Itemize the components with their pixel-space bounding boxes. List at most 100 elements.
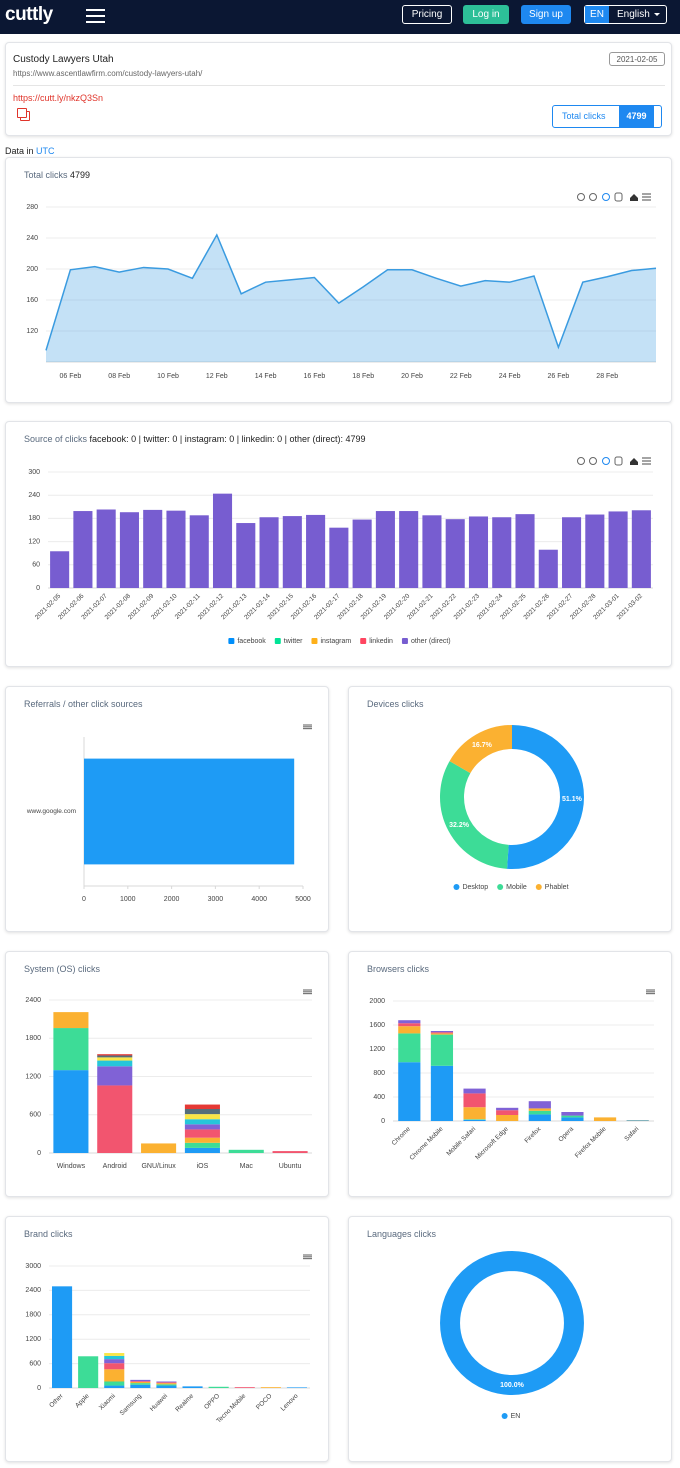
short-url[interactable]: https://cutt.ly/nkzQ3Sn: [13, 93, 104, 103]
y-tick-label: 2400: [25, 1287, 41, 1294]
logo[interactable]: cuttly: [5, 4, 53, 25]
y-tick-label: 60: [32, 562, 40, 569]
bar-segment: [496, 1115, 519, 1121]
x-tick-label: Samsung: [119, 1392, 144, 1417]
line: [45, 233, 657, 351]
y-tick-label: 240: [28, 492, 40, 499]
x-tick-label: 26 Feb: [548, 373, 570, 380]
legend-label: Phablet: [545, 884, 569, 891]
bar-segment: [398, 1026, 421, 1034]
bar-segment: [228, 1149, 264, 1153]
y-tick-label: 120: [26, 328, 38, 335]
navbar: cuttly Pricing Log in Sign up EN English: [0, 0, 680, 34]
copy-icon[interactable]: [17, 108, 27, 118]
chart-card: Source of clicks facebook: 0 | twitter: …: [5, 421, 672, 667]
y-tick-label: 240: [26, 235, 38, 242]
chart-title: Source of clicks facebook: 0 | twitter: …: [24, 434, 366, 444]
legend: Desktop Mobile Phablet: [453, 884, 569, 891]
bar-segment: [97, 1066, 133, 1086]
x-tick-label: 06 Feb: [60, 373, 82, 380]
bar-segment: [97, 1060, 133, 1067]
bar-segment: [184, 1137, 220, 1143]
chart-card: Devices clicks 51.1% 32.2% 16.7% Desktop Mobi…: [348, 686, 672, 932]
language: English: [617, 9, 650, 20]
menu-icon[interactable]: [86, 15, 105, 17]
bar-segment: [184, 1109, 220, 1115]
signup-button[interactable]: Sign up: [521, 5, 571, 24]
toolbar-icon: [630, 458, 638, 465]
y-tick-label: 160: [26, 297, 38, 304]
bar-segment: [398, 1033, 421, 1063]
x-tick-label: 20 Feb: [401, 373, 423, 380]
bar-segment: [184, 1124, 220, 1130]
y-tick-label: 1200: [25, 1336, 41, 1343]
bar-segment: [631, 510, 651, 588]
bar-segment: [104, 1359, 125, 1364]
menu-icon[interactable]: [86, 21, 105, 23]
toolbar-icon: [577, 457, 585, 465]
bar-segment: [398, 1020, 421, 1024]
bar: [84, 758, 295, 865]
chart: Browsers clicks 0 400 800 1200 1600 2000 Chrome…: [367, 964, 655, 1162]
language-select[interactable]: EN English: [584, 5, 667, 24]
legend-marker: [360, 638, 367, 644]
x-tick-label: 10 Feb: [157, 373, 179, 380]
bar-segment: [528, 1114, 551, 1121]
pricing-button[interactable]: Pricing: [402, 5, 452, 24]
total-value: 4799: [619, 106, 654, 127]
bar-segment: [184, 1129, 220, 1138]
y-tick-label: 120: [28, 538, 40, 545]
x-tick-label: 08 Feb: [108, 373, 130, 380]
bar-segment: [52, 1286, 73, 1388]
bar-segment: [528, 1101, 551, 1109]
bar-segment: [104, 1355, 125, 1360]
bar-segment: [97, 1085, 133, 1153]
bar-segment: [561, 1115, 584, 1118]
y-tick-label: 600: [29, 1360, 41, 1367]
donut-segment: [440, 1251, 584, 1396]
x-tick-label: 3000: [208, 896, 224, 903]
x-tick-label: 2000: [164, 896, 180, 903]
legend-marker: [535, 884, 542, 890]
login-button[interactable]: Log in: [463, 5, 509, 24]
y-tick-label: 200: [26, 266, 38, 273]
bar-segment: [398, 1023, 421, 1027]
bar-segment: [104, 1385, 125, 1388]
chart-card: System (OS) clicks 0 600 1200 1800 2400 Window…: [5, 951, 329, 1197]
bar-segment: [593, 1117, 617, 1121]
title-text: Source of clicks: [24, 434, 88, 444]
bar-segment: [184, 1142, 220, 1148]
bar-segment: [130, 1381, 151, 1382]
total-label: Total clicks: [562, 111, 606, 121]
donut-segment: [440, 761, 510, 869]
bar-segment: [156, 1382, 177, 1384]
legend-label: facebook: [237, 638, 266, 645]
bar-segment: [104, 1363, 125, 1370]
x-tick-label: Firefox Mobile: [574, 1125, 608, 1159]
bar-segment: [626, 1120, 649, 1121]
bar-segment: [463, 1119, 486, 1121]
data-in: Data in UTC: [5, 146, 55, 156]
title-text: Referrals / other click sources: [24, 699, 143, 709]
bar-segment: [352, 519, 372, 588]
x-tick-label: Xiaomi: [98, 1393, 117, 1412]
chart: Brand clicks 0 600 1200 1800 2400 3000 Other App…: [24, 1229, 312, 1425]
bar-segment: [538, 549, 558, 588]
bar-segment: [463, 1093, 486, 1108]
y-tick-label: 400: [373, 1094, 385, 1101]
bar-segment: [528, 1108, 551, 1111]
data-label: 32.2%: [449, 822, 470, 829]
chart: Devices clicks 51.1% 32.2% 16.7% Desktop Mobi…: [367, 699, 584, 891]
menu-icon[interactable]: [86, 9, 105, 11]
bar-segment: [430, 1065, 454, 1121]
data-label: 16.7%: [472, 742, 493, 749]
timezone[interactable]: UTC: [36, 146, 55, 156]
chart-card: Total clicks 4799 120 160 200 240 280 06 Feb 08…: [5, 157, 672, 403]
x-tick-label: 22 Feb: [450, 373, 472, 380]
link-url[interactable]: https://www.ascentlawfirm.com/custody-la…: [13, 69, 203, 78]
data-label: 100.0%: [500, 1382, 525, 1389]
x-tick-label: POCO: [255, 1393, 273, 1411]
y-tick-label: 1200: [369, 1046, 385, 1053]
legend-marker: [501, 1413, 508, 1419]
